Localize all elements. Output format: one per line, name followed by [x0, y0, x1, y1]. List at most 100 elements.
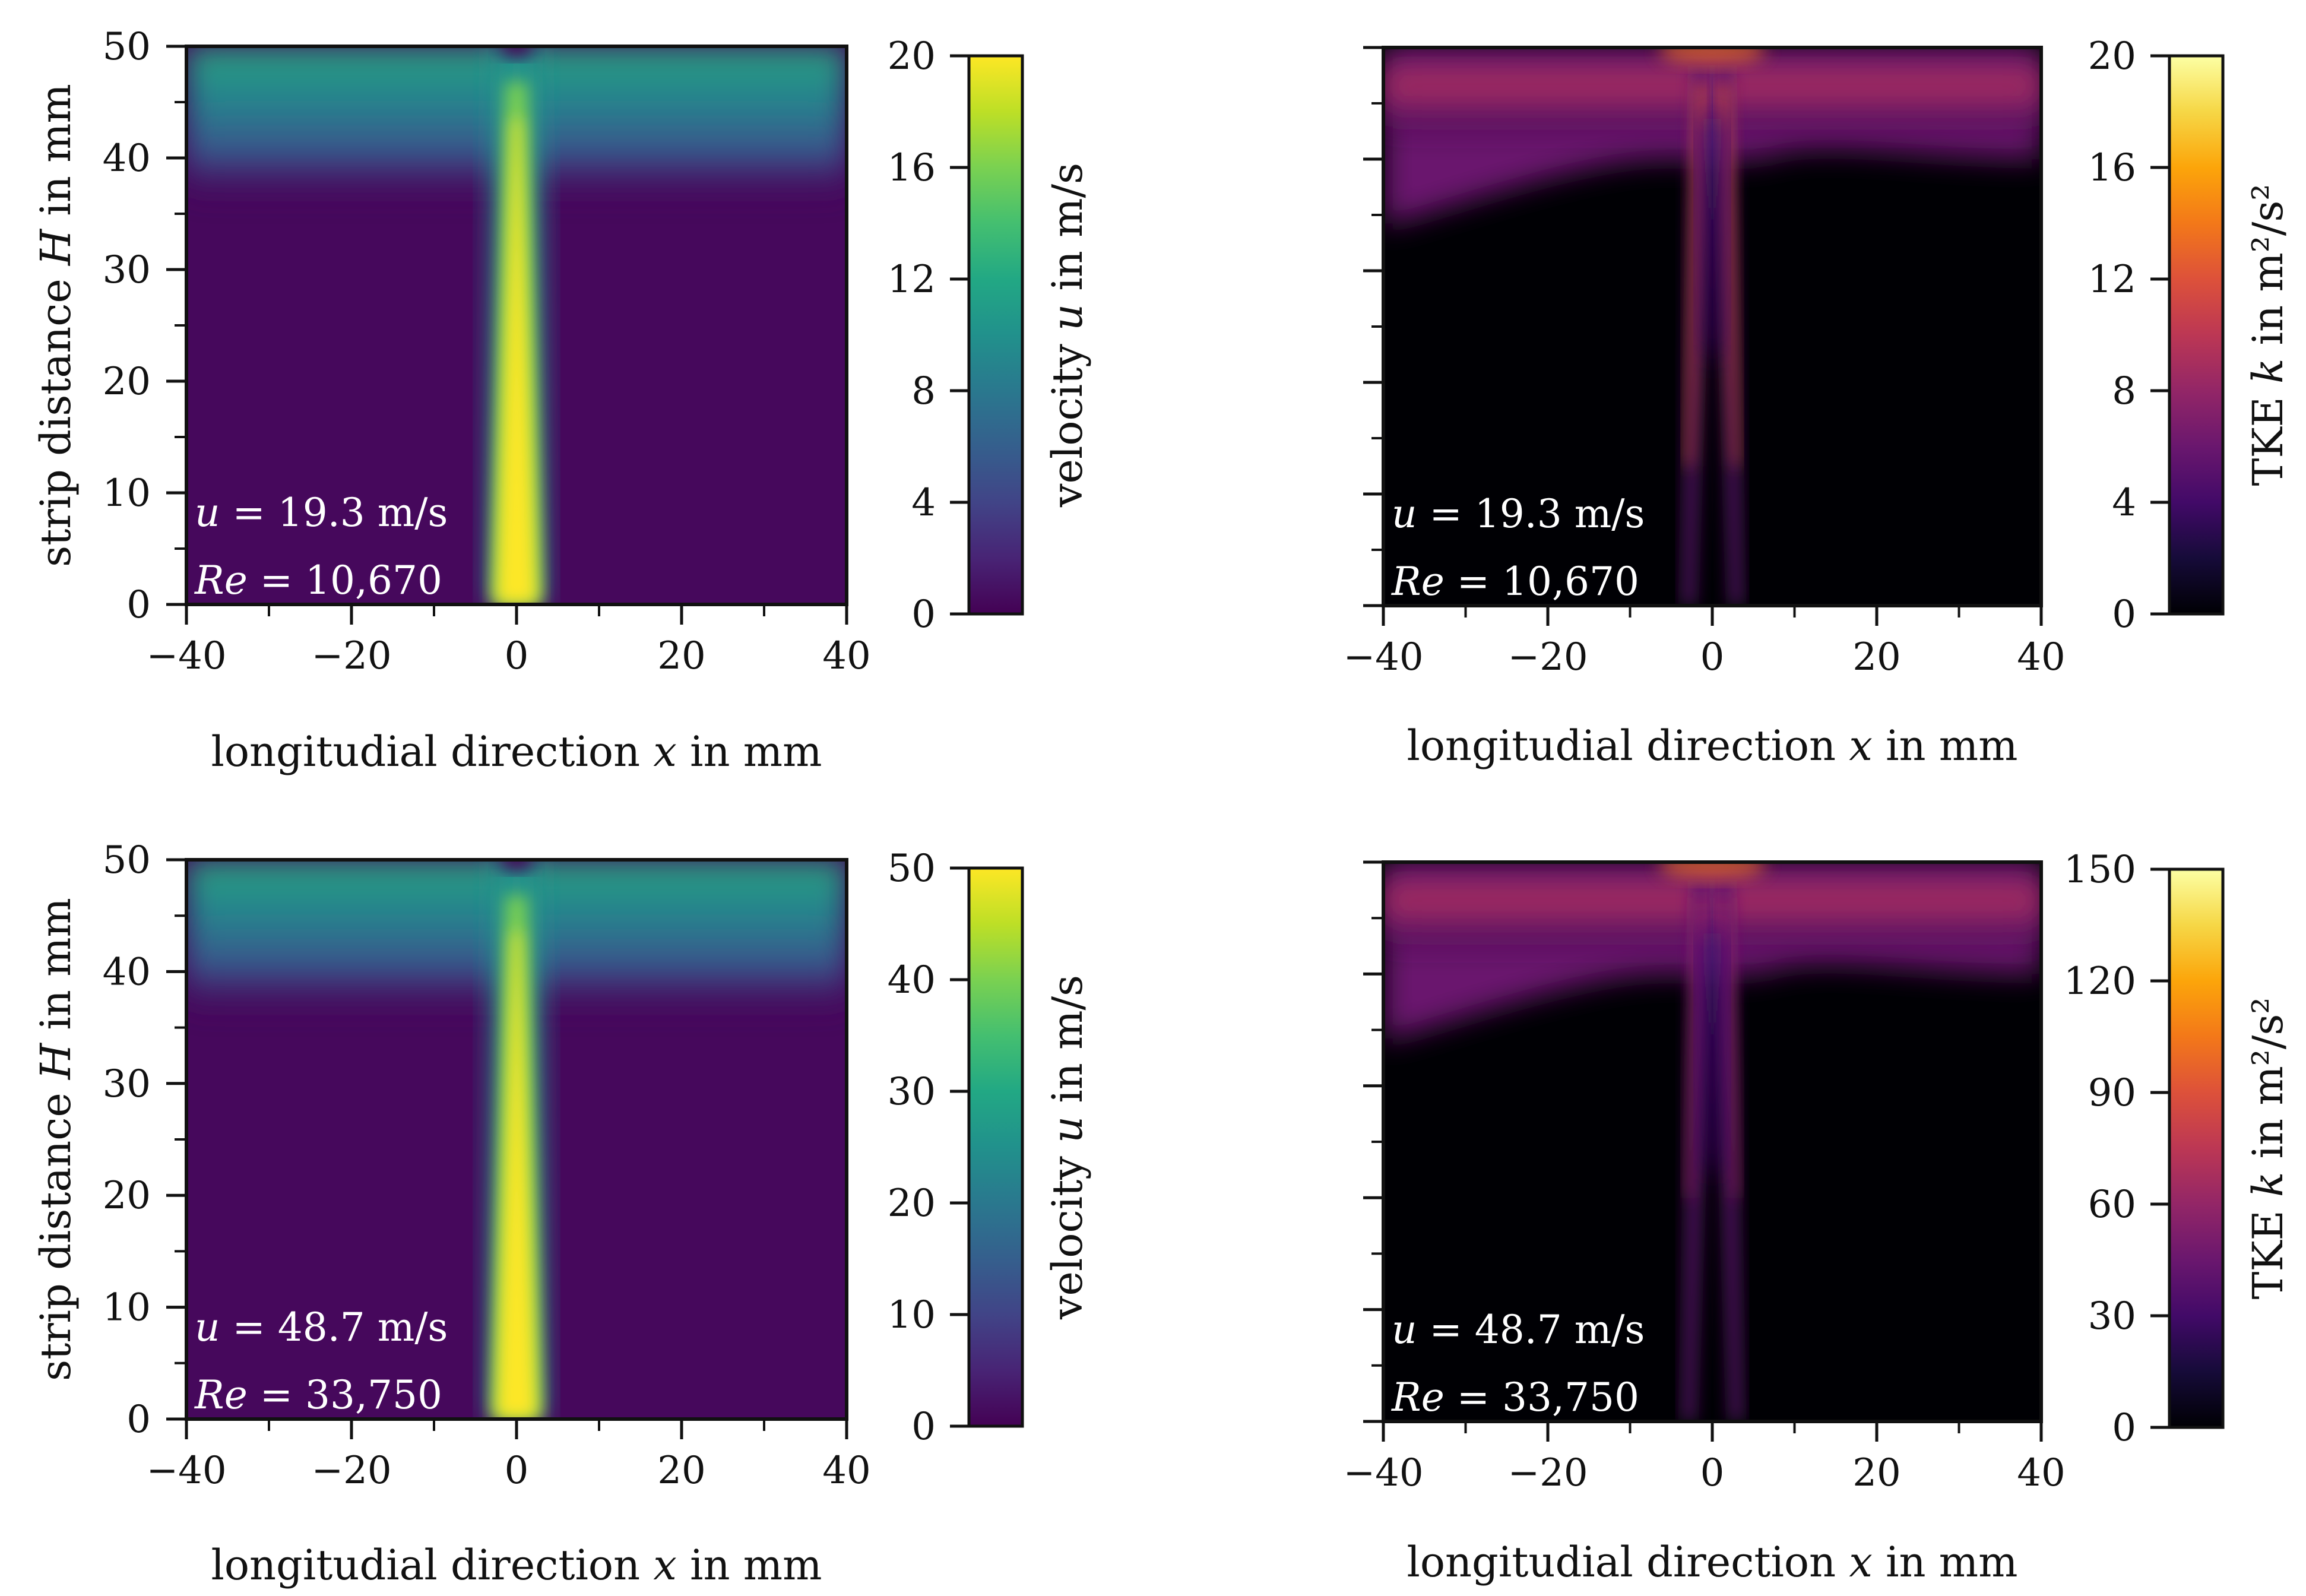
y-axis-label: strip distance H in mm	[31, 84, 80, 567]
colorbar-tick-label: 10	[888, 1293, 936, 1337]
x-tick-label: −20	[311, 1449, 391, 1493]
x-tick-label: 40	[2017, 1451, 2065, 1495]
colorbar-label: velocity u in m/s	[1043, 975, 1092, 1320]
colorbar-tick-label: 30	[888, 1070, 936, 1114]
flow-annotation: u = 48.7 m/s Re = 33,750	[194, 1304, 448, 1418]
colorbar-tick-label: 20	[2088, 34, 2136, 78]
colorbar-tick-label: 0	[911, 593, 936, 636]
shear-layer-core	[1719, 898, 1738, 1198]
colorbar-tick-label: 16	[2088, 146, 2136, 190]
colorbar-scale	[2168, 867, 2225, 1429]
reynolds-annotation: Re = 33,750	[1391, 1375, 1639, 1420]
jet-centre-fill	[1700, 119, 1724, 354]
y-tick-label: 40	[103, 950, 151, 994]
x-tick-label: −40	[146, 1449, 226, 1493]
colorbar-tick-label: 8	[911, 369, 936, 413]
colorbar: 0 30 60 90 120 150 TKE k in m²/s²	[2064, 848, 2292, 1450]
x-tick-label: 0	[1700, 635, 1725, 679]
y-tick-label: 10	[103, 1286, 151, 1330]
jet-centre-fill	[1700, 933, 1724, 1170]
colorbar-tick-label: 12	[888, 258, 936, 302]
colorbar-tick-label: 50	[888, 847, 936, 891]
y-tick-label: 50	[103, 838, 151, 882]
y-tick-label: 40	[103, 137, 151, 180]
heatmap-field	[186, 46, 847, 604]
colorbar-tick-label: 12	[2088, 258, 2136, 302]
colorbar-tick-label: 120	[2064, 960, 2136, 1003]
panel-tke-high: u = 48.7 m/s Re = 33,750 −40 −20 0 20 40longit…	[1343, 848, 2292, 1586]
x-axis-label: longitudial direction x in mm	[211, 727, 822, 776]
stagnation-point	[499, 46, 534, 57]
colorbar-tick-label: 4	[2112, 481, 2136, 525]
colorbar-tick-label: 0	[911, 1405, 936, 1449]
y-tick-label: 20	[103, 1174, 151, 1218]
x-tick-label: 40	[822, 634, 870, 678]
x-axis-label: longitudial direction x in mm	[211, 1541, 822, 1589]
heatmap-field	[1383, 48, 2041, 606]
impingement-glow	[1659, 862, 1766, 880]
x-tick-label: 0	[505, 1449, 529, 1493]
colorbar-scale	[967, 866, 1024, 1428]
colorbar-scale	[967, 54, 1024, 616]
panel-vel-high: u = 48.7 m/s Re = 33,750 −40 −20 0 20 40 0 10 20 3…	[31, 838, 1092, 1589]
x-tick-label: 40	[2017, 635, 2065, 679]
y-axis-label: strip distance H in mm	[31, 898, 80, 1381]
colorbar-tick-label: 150	[2064, 848, 2136, 892]
colorbar-tick-label: 0	[2112, 1406, 2136, 1450]
jet-core	[495, 931, 538, 1419]
velocity-annotation: u = 48.7 m/s	[1392, 1307, 1645, 1353]
x-tick-label: 0	[505, 634, 529, 678]
panel-tke-low: u = 19.3 m/sRe = 10,670−40 −20 0 20 40longit…	[1343, 34, 2292, 770]
x-tick-label: −20	[1507, 1451, 1588, 1495]
x-axis-label: longitudial direction x in mm	[1407, 721, 2017, 770]
colorbar-tick-label: 0	[2112, 593, 2136, 636]
y-tick-label: 20	[103, 360, 151, 404]
x-tick-label: 20	[657, 634, 705, 678]
colorbar-label: TKE k in m²/s²	[2244, 184, 2292, 486]
y-tick-label: 50	[103, 25, 151, 69]
colorbar-tick-label: 40	[888, 958, 936, 1002]
colorbar-label: TKE k in m²/s²	[2244, 998, 2292, 1300]
colorbar: 0 4 8 12 16 20 TKE k in m²/s²	[2088, 34, 2292, 636]
colorbar-tick-label: 90	[2088, 1071, 2136, 1115]
x-axis-label: longitudial direction x in mm	[1407, 1538, 2017, 1586]
x-tick-label: 20	[1852, 635, 1900, 679]
shear-layer-core	[1686, 898, 1706, 1198]
y-tick-label: 0	[126, 583, 151, 627]
x-tick-label: −20	[1507, 635, 1588, 679]
jet-core	[495, 118, 538, 604]
shear-layer-core	[1686, 83, 1706, 466]
reynolds-annotation: Re = 10,670	[1391, 559, 1639, 604]
velocity-annotation: u = 48.7 m/s	[195, 1304, 448, 1350]
x-tick-label: 20	[657, 1449, 705, 1493]
x-tick-label: 20	[1852, 1451, 1900, 1495]
colorbar-tick-label: 20	[888, 34, 936, 78]
colorbar: 0 10 20 30 40 50 velocity u in m/s	[888, 847, 1092, 1449]
heatmap-field	[186, 860, 847, 1419]
reynolds-annotation: Re = 33,750	[194, 1372, 442, 1418]
colorbar-tick-label: 60	[2088, 1183, 2136, 1227]
y-tick-label: 10	[103, 471, 151, 515]
colorbar-tick-label: 20	[888, 1182, 936, 1226]
y-tick-label: 30	[103, 248, 151, 292]
x-tick-label: −20	[311, 634, 391, 678]
x-tick-label: −40	[1343, 635, 1423, 679]
colorbar-scale	[2168, 54, 2225, 616]
y-tick-label: 0	[126, 1398, 151, 1442]
y-tick-label: 30	[103, 1062, 151, 1106]
velocity-annotation: u = 19.3 m/s	[1392, 491, 1645, 537]
x-tick-label: 40	[822, 1449, 870, 1493]
x-tick-label: 0	[1700, 1451, 1725, 1495]
colorbar: 0 4 8 12 16 20 velocity u in m/s	[888, 34, 1092, 636]
colorbar-tick-label: 30	[2088, 1294, 2136, 1338]
flow-annotation: u = 48.7 m/s Re = 33,750	[1391, 1307, 1645, 1420]
velocity-annotation: u = 19.3 m/s	[195, 490, 448, 536]
colorbar-tick-label: 4	[911, 481, 936, 525]
x-tick-label: −40	[146, 634, 226, 678]
stagnation-point	[499, 860, 534, 870]
panel-vel-low: u = 19.3 m/sRe = 10,670−40 −20 0 20 40010203…	[31, 25, 1092, 776]
colorbar-tick-label: 8	[2112, 369, 2136, 413]
colorbar-tick-label: 16	[888, 146, 936, 190]
reynolds-annotation: Re = 10,670	[194, 558, 442, 603]
